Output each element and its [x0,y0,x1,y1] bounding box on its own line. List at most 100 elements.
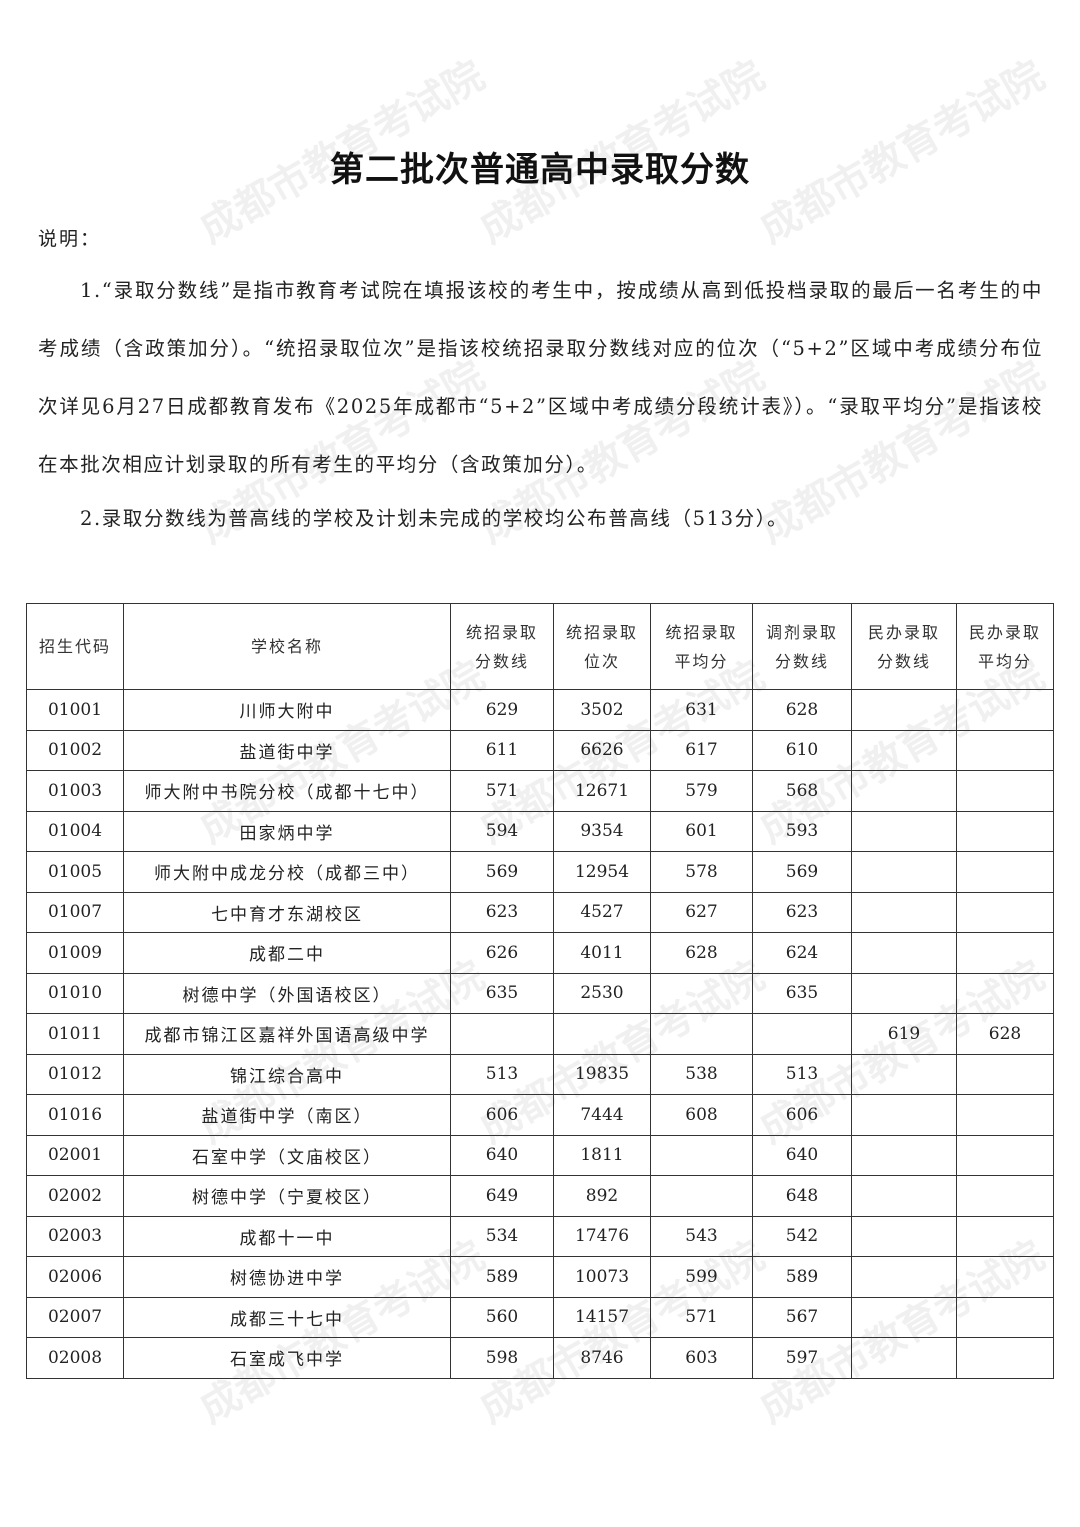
column-header-line: 统招录取 [465,622,538,642]
code-cell: 02007 [26,1296,124,1338]
column-header-line: 民办录取 [867,622,940,642]
column-header: 招生代码 [26,603,124,690]
column-header-line: 招生代码 [38,637,111,656]
code-cell: 01007 [26,891,124,933]
adjust-score-cell: 628 [752,689,852,731]
average-score-cell: 608 [650,1094,753,1136]
adjust-score-cell: 567 [752,1296,852,1338]
table-row: 01002 盐道街中学 611 6626 617 610 [26,729,1054,771]
private-average-cell [956,1134,1054,1176]
school-name-cell: 锦江综合高中 [123,1053,451,1095]
average-score-cell [650,1175,753,1217]
page-title: 第二批次普通高中录取分数 [330,150,750,190]
column-header-line: 分数线 [876,651,931,671]
private-cutoff-cell [851,1053,957,1095]
adjust-score-cell: 623 [752,891,852,933]
column-header: 民办录取 平均分 [956,603,1054,690]
average-score-cell: 579 [650,770,753,812]
cutoff-score-cell: 560 [450,1296,554,1338]
private-cutoff-cell [851,729,957,771]
school-name-cell: 师大附中书院分校（成都十七中） [123,770,451,812]
rank-cell [553,1013,651,1055]
average-score-cell: 617 [650,729,753,771]
school-name-cell: 石室成飞中学 [123,1337,451,1379]
table-row: 02001 石室中学（文庙校区） 640 1811 640 [26,1134,1054,1176]
notes-label: 说明： [38,228,102,250]
average-score-cell: 627 [650,891,753,933]
code-cell: 01012 [26,1053,124,1095]
table-row: 01009 成都二中 626 4011 628 624 [26,932,1054,974]
code-cell: 02002 [26,1175,124,1217]
rank-cell: 7444 [553,1094,651,1136]
school-name-cell: 石室中学（文庙校区） [123,1134,451,1176]
private-cutoff-cell [851,1175,957,1217]
private-average-cell [956,932,1054,974]
code-cell: 02003 [26,1215,124,1257]
column-header-line: 统招录取 [565,622,638,642]
rank-cell: 19835 [553,1053,651,1095]
school-name-cell: 盐道街中学 [123,729,451,771]
private-cutoff-cell [851,689,957,731]
private-cutoff-cell [851,1215,957,1257]
rank-cell: 17476 [553,1215,651,1257]
cutoff-score-cell: 611 [450,729,554,771]
average-score-cell [650,1134,753,1176]
private-average-cell [956,1337,1054,1379]
code-cell: 01001 [26,689,124,731]
note-1: 1.“录取分数线”是指市教育考试院在填报该校的考生中，按成绩从高到低投档录取的最… [38,279,1043,476]
rank-cell: 3502 [553,689,651,731]
column-header-line: 民办录取 [968,622,1041,642]
private-cutoff-cell [851,1134,957,1176]
private-cutoff-cell [851,972,957,1014]
school-name-cell: 成都二中 [123,932,451,974]
column-header-line: 平均分 [977,651,1032,671]
private-cutoff-cell [851,1296,957,1338]
adjust-score-cell: 589 [752,1256,852,1298]
private-average-cell [956,891,1054,933]
private-cutoff-cell [851,1094,957,1136]
column-header-line: 平均分 [674,651,729,671]
school-name-cell: 七中育才东湖校区 [123,891,451,933]
note-2: 2.录取分数线为普高线的学校及计划未完成的学校均公布普高线（513分）。 [80,507,789,530]
cutoff-score-cell: 623 [450,891,554,933]
table-row: 02003 成都十一中 534 17476 543 542 [26,1215,1054,1257]
school-name-cell: 树德协进中学 [123,1256,451,1298]
adjust-score-cell: 610 [752,729,852,771]
private-average-cell [956,810,1054,852]
private-cutoff-cell [851,1256,957,1298]
adjust-score-cell: 593 [752,810,852,852]
rank-cell: 14157 [553,1296,651,1338]
column-header: 民办录取 分数线 [851,603,957,690]
table-row: 01001 川师大附中 629 3502 631 628 [26,689,1054,731]
code-cell: 01002 [26,729,124,771]
average-score-cell: 601 [650,810,753,852]
rank-cell: 2530 [553,972,651,1014]
code-cell: 01004 [26,810,124,852]
code-cell: 01009 [26,932,124,974]
table-row: 01005 师大附中成龙分校（成都三中） 569 12954 578 569 [26,851,1054,893]
private-average-cell [956,770,1054,812]
rank-cell: 892 [553,1175,651,1217]
school-name-cell: 师大附中成龙分校（成都三中） [123,851,451,893]
adjust-score-cell: 569 [752,851,852,893]
private-average-cell [956,972,1054,1014]
adjust-score-cell: 640 [752,1134,852,1176]
private-cutoff-cell [851,770,957,812]
cutoff-score-cell: 571 [450,770,554,812]
cutoff-score-cell: 629 [450,689,554,731]
code-cell: 01016 [26,1094,124,1136]
private-cutoff-cell [851,891,957,933]
cutoff-score-cell: 569 [450,851,554,893]
private-average-cell [956,851,1054,893]
table-header-row: 招生代码 学校名称 统招录取 分数线 统招录取 位次 统招录取 平均分 调剂录取 分数线 民办录取分… [26,603,1054,690]
school-name-cell: 树德中学（外国语校区） [123,972,451,1014]
rank-cell: 6626 [553,729,651,771]
private-average-cell [956,1094,1054,1136]
private-cutoff-cell [851,932,957,974]
table-row: 01011 成都市锦江区嘉祥外国语高级中学 619 628 [26,1013,1054,1055]
school-name-cell: 成都市锦江区嘉祥外国语高级中学 [123,1013,451,1055]
private-average-cell [956,1296,1054,1338]
average-score-cell [650,972,753,1014]
cutoff-score-cell: 589 [450,1256,554,1298]
rank-cell: 9354 [553,810,651,852]
